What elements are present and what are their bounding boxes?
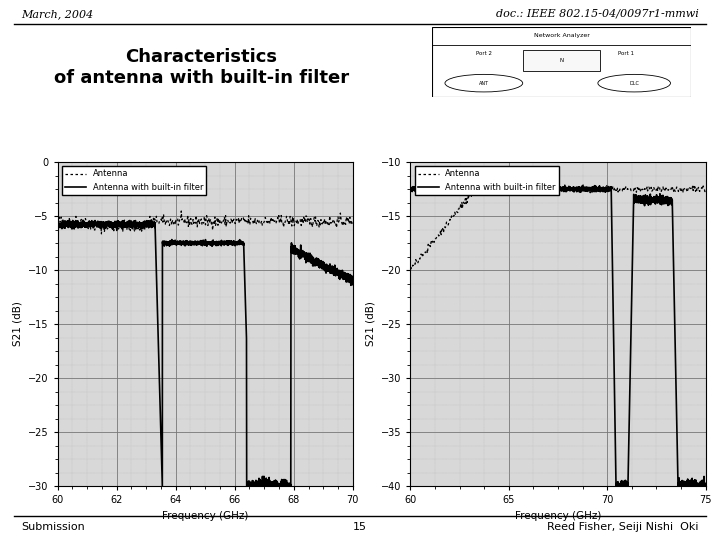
Antenna <box>649 184 658 190</box>
Antenna with built-in filter <box>78 217 87 224</box>
Antenna <box>97 231 106 237</box>
Line: Antenna: Antenna <box>58 211 353 234</box>
Antenna with built-in filter <box>53 220 62 226</box>
Text: Reed Fisher, Seiji Nishi  Oki: Reed Fisher, Seiji Nishi Oki <box>547 522 698 531</box>
Antenna with built-in filter <box>701 489 710 496</box>
Antenna with built-in filter <box>343 274 351 281</box>
Text: Network Analyzer: Network Analyzer <box>534 33 590 38</box>
Antenna <box>177 208 186 214</box>
Antenna <box>549 185 558 191</box>
Antenna with built-in filter <box>104 222 113 229</box>
X-axis label: Frequency (GHz): Frequency (GHz) <box>162 511 248 521</box>
Text: Port 1: Port 1 <box>618 51 634 56</box>
Text: N: N <box>559 58 564 63</box>
Antenna with built-in filter <box>696 479 704 485</box>
Antenna with built-in filter <box>693 491 701 498</box>
Line: Antenna with built-in filter: Antenna with built-in filter <box>58 220 353 495</box>
Legend: Antenna, Antenna with built-in filter: Antenna, Antenna with built-in filter <box>415 166 559 195</box>
Y-axis label: S21 (dB): S21 (dB) <box>365 301 375 347</box>
Antenna <box>406 265 415 272</box>
Antenna with built-in filter <box>311 256 320 263</box>
Text: 15: 15 <box>353 522 367 531</box>
X-axis label: Frequency (GHz): Frequency (GHz) <box>515 511 601 521</box>
Antenna <box>547 184 556 190</box>
Text: March, 2004: March, 2004 <box>22 9 94 19</box>
Ellipse shape <box>598 75 670 92</box>
Antenna <box>214 215 222 221</box>
Antenna <box>583 187 592 193</box>
Antenna with built-in filter <box>179 241 188 247</box>
Antenna with built-in filter <box>440 187 449 193</box>
Antenna with built-in filter <box>263 491 271 498</box>
Text: ANT: ANT <box>479 80 489 86</box>
Antenna <box>230 217 239 223</box>
Antenna <box>194 216 203 222</box>
Antenna with built-in filter <box>412 183 420 189</box>
Line: Antenna with built-in filter: Antenna with built-in filter <box>410 186 706 495</box>
Antenna <box>701 186 710 193</box>
Antenna <box>343 216 351 222</box>
Text: Characteristics
of antenna with built-in filter: Characteristics of antenna with built-in… <box>54 48 349 87</box>
Antenna <box>348 222 357 228</box>
Bar <box>523 50 600 71</box>
Text: DLC: DLC <box>629 80 639 86</box>
Antenna with built-in filter <box>519 186 528 192</box>
Antenna with built-in filter <box>348 281 357 288</box>
Antenna <box>197 217 205 223</box>
Text: Port 2: Port 2 <box>476 51 492 56</box>
Antenna with built-in filter <box>166 240 175 246</box>
Antenna <box>474 178 483 185</box>
Ellipse shape <box>445 75 523 92</box>
Antenna with built-in filter <box>87 221 96 227</box>
Antenna <box>696 188 704 194</box>
Line: Antenna: Antenna <box>410 181 706 269</box>
Antenna with built-in filter <box>664 199 672 206</box>
Antenna <box>407 266 415 272</box>
Antenna with built-in filter <box>532 185 541 191</box>
Text: Submission: Submission <box>22 522 86 531</box>
Antenna <box>53 217 62 224</box>
Y-axis label: S21 (dB): S21 (dB) <box>12 301 22 347</box>
Antenna with built-in filter <box>406 186 415 193</box>
Text: doc.: IEEE 802.15-04/0097r1-mmwi: doc.: IEEE 802.15-04/0097r1-mmwi <box>495 9 698 19</box>
Antenna <box>567 185 575 192</box>
Legend: Antenna, Antenna with built-in filter: Antenna, Antenna with built-in filter <box>62 166 207 195</box>
Antenna <box>297 221 305 228</box>
Antenna with built-in filter <box>457 187 466 193</box>
